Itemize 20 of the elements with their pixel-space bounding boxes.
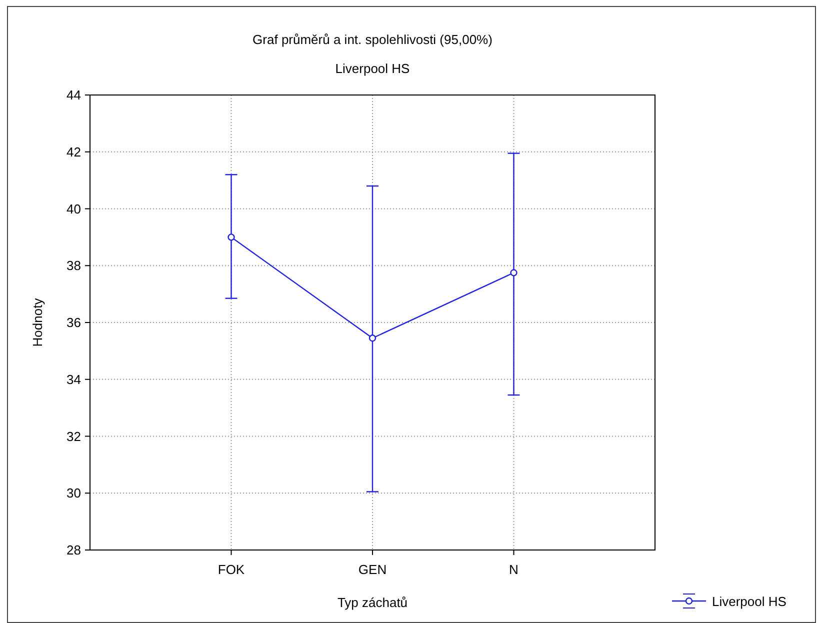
y-tick-label: 28: [66, 542, 81, 558]
y-tick-label: 42: [66, 144, 81, 160]
x-tick-label: N: [509, 562, 518, 577]
y-tick-label: 40: [66, 201, 81, 216]
y-tick-label: 32: [66, 428, 81, 444]
point: [368, 334, 376, 342]
point: [228, 234, 235, 241]
x-tick-label: FOK: [218, 562, 245, 577]
point: [510, 269, 518, 276]
chart-subtitle: Liverpool HS: [335, 61, 410, 76]
x-axis-title: Typ záchatů: [337, 595, 408, 610]
legend-label: Liverpool HS: [712, 594, 787, 609]
y-tick-label: 34: [66, 372, 81, 387]
y-tick-label: 30: [66, 486, 81, 501]
chart-title: Graf průměrů a int. spolehlivosti (95,00%): [252, 32, 492, 47]
x-tick-label: GEN: [358, 562, 387, 577]
y-tick-label: 38: [66, 258, 81, 274]
y-tick-label: 44: [66, 88, 81, 102]
y-tick-label: 36: [66, 315, 81, 330]
y-axis-title: Hodnoty: [30, 298, 45, 347]
